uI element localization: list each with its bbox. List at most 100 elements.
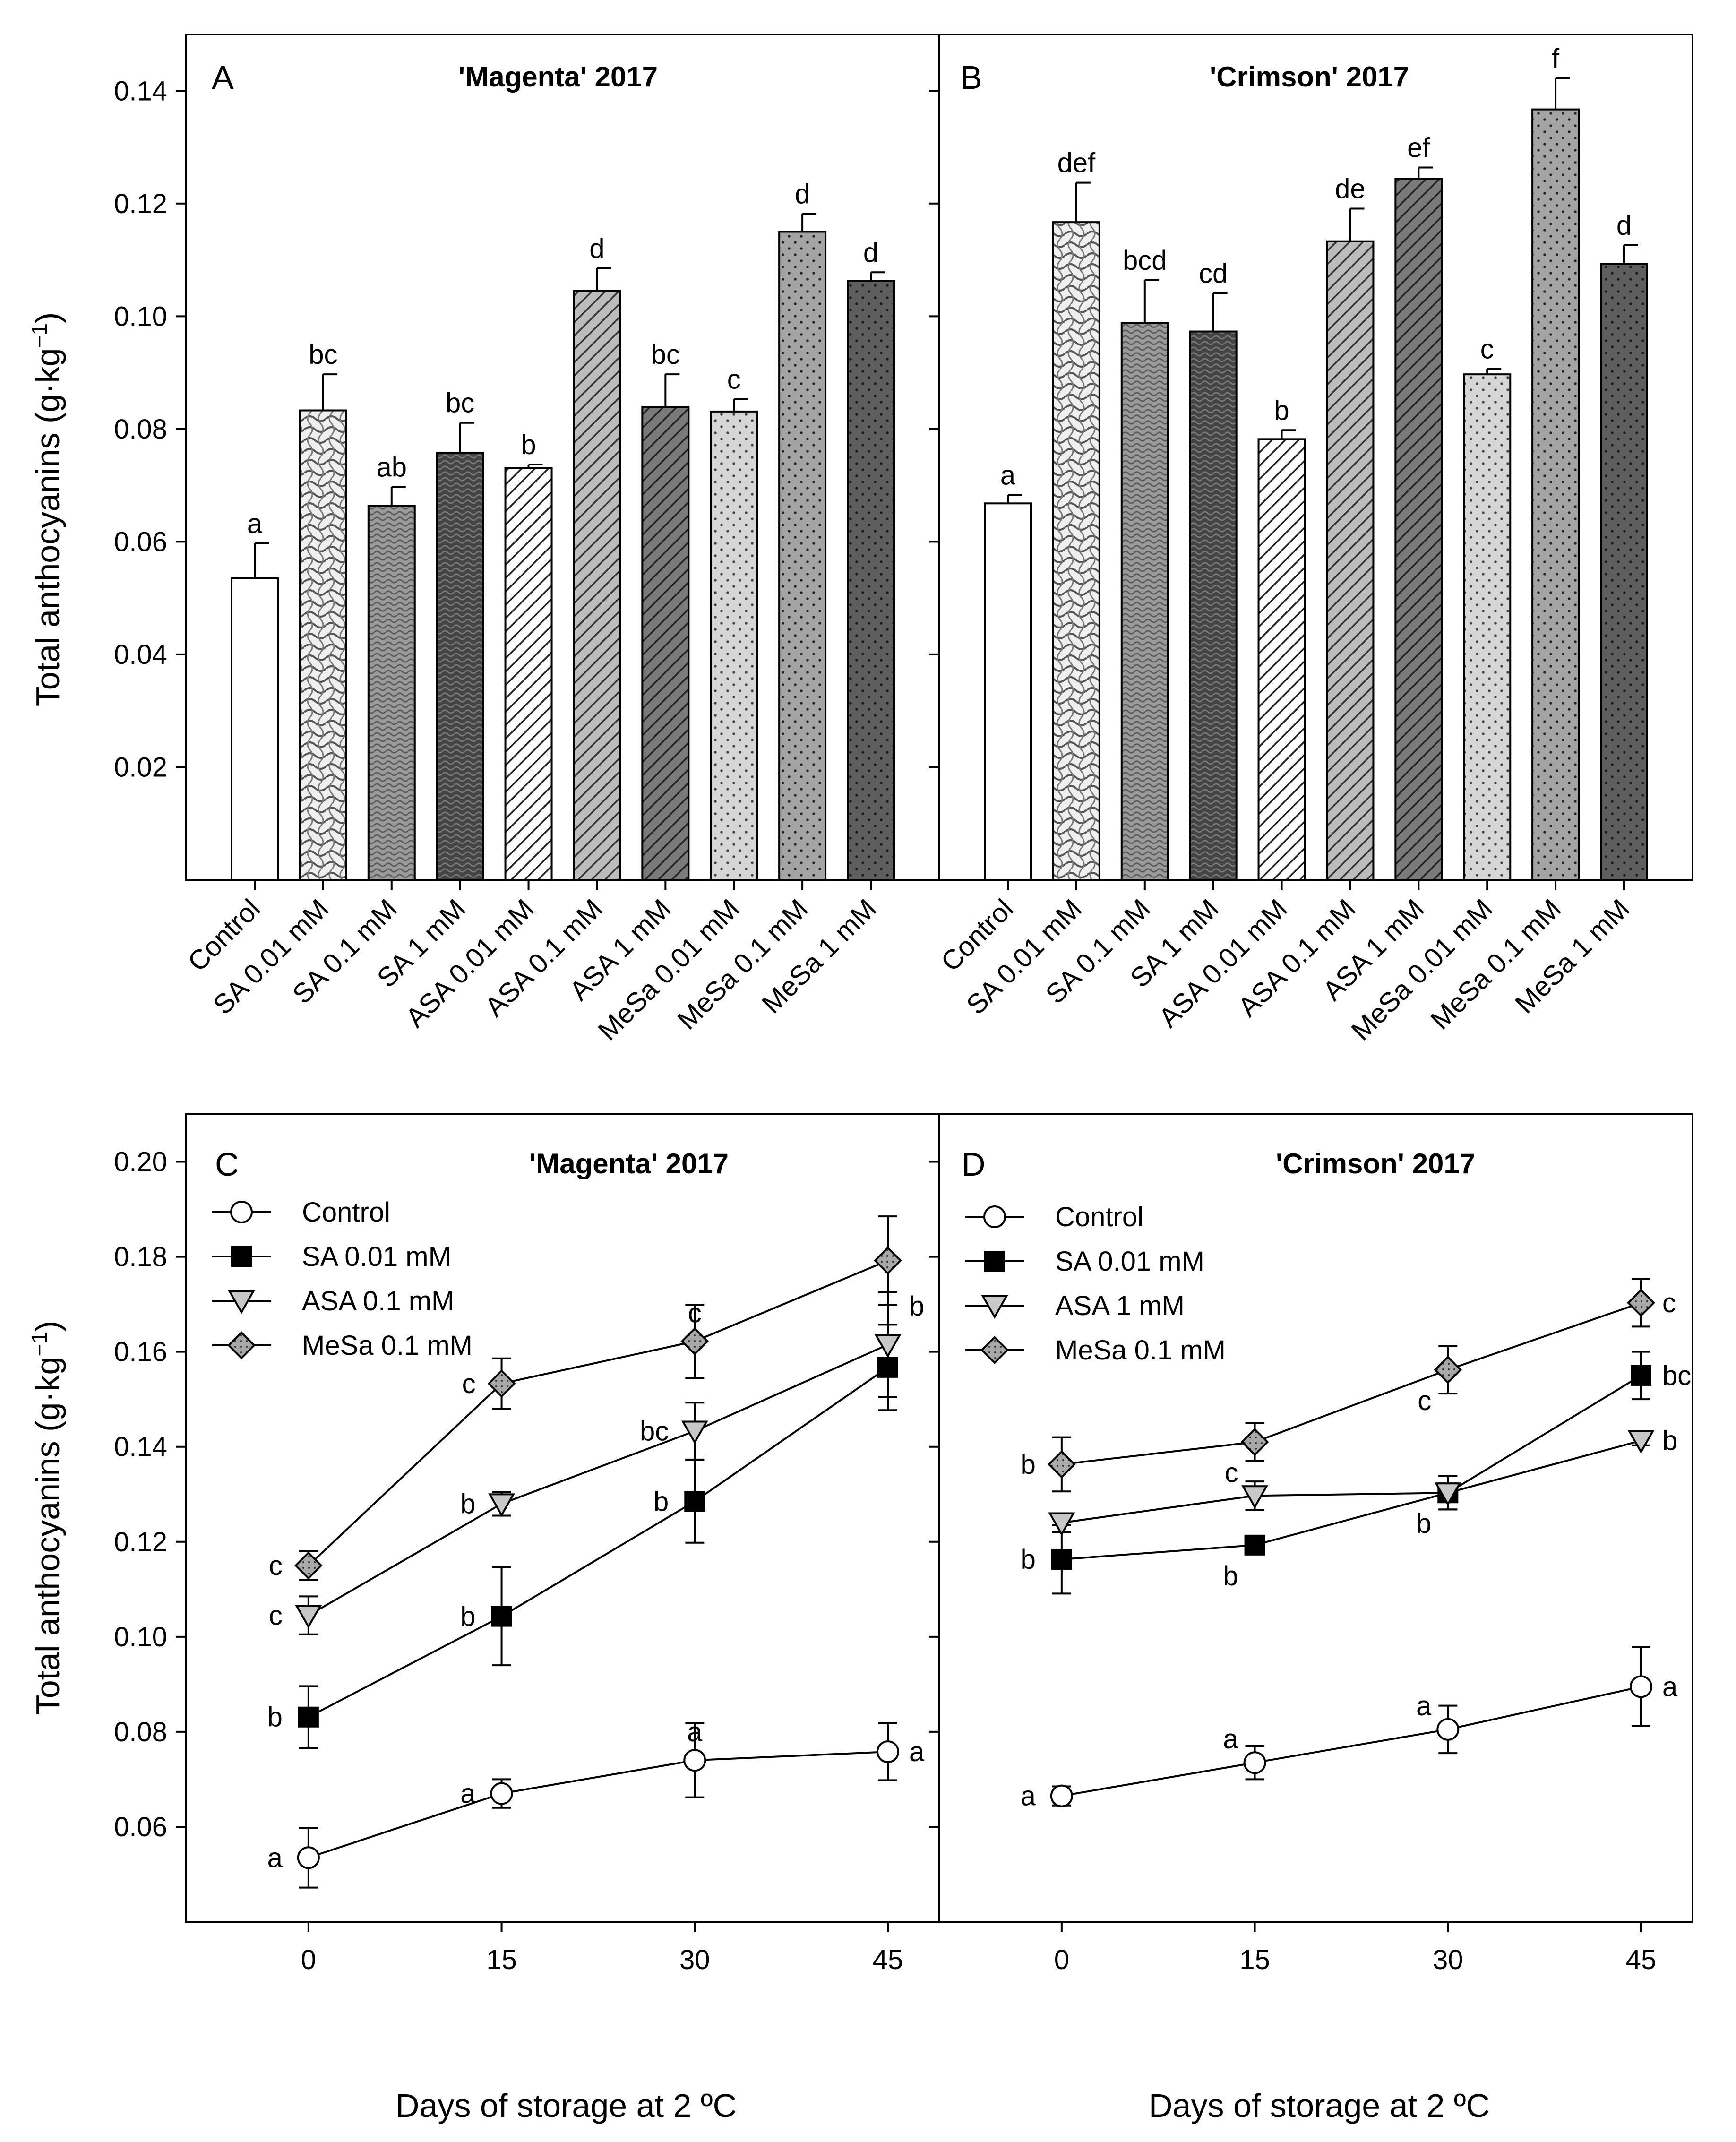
- bar-group: d: [1600, 210, 1648, 881]
- marker-square: [1051, 1548, 1072, 1570]
- significance-letter: f: [1552, 43, 1560, 74]
- y-axis-label-top: Total anthocyanins (g·kg−1): [27, 312, 66, 707]
- series-line: [1061, 1439, 1641, 1524]
- legend-label: ASA 0.1 mM: [302, 1286, 454, 1316]
- y-tick-label: 0.16: [114, 1337, 167, 1368]
- marker-triangle: [295, 1605, 322, 1629]
- y-tick-label: 0.14: [114, 1432, 167, 1462]
- marker-diamond: [874, 1246, 902, 1275]
- series-mesa-0-1-mm: c c c: [269, 1215, 902, 1581]
- marker-circle: [683, 1749, 706, 1772]
- y-tick-label: 0.10: [114, 301, 167, 332]
- legend-label: SA 0.01 mM: [1055, 1246, 1204, 1277]
- bar: [1326, 240, 1375, 881]
- y-axis-label-bottom-close: ): [29, 1321, 66, 1332]
- x-tick-label: 45: [873, 1944, 903, 1975]
- significance-letter: b: [267, 1702, 283, 1733]
- series-line: [308, 1751, 888, 1859]
- x-tick-label: 30: [1433, 1944, 1463, 1975]
- legend-label: SA 0.01 mM: [302, 1241, 451, 1272]
- series-control: a a a a: [267, 1717, 925, 1889]
- significance-letter: d: [795, 179, 810, 209]
- y-tick-label: 0.10: [114, 1622, 167, 1652]
- x-tick-label: 0: [301, 1944, 316, 1975]
- significance-letter: b: [1021, 1544, 1036, 1575]
- series-line: [1061, 1375, 1642, 1560]
- y-tick-label: 0.08: [114, 414, 167, 445]
- series-line: [308, 1259, 888, 1566]
- bar-group: c: [1463, 334, 1512, 881]
- y-axis-label-top-exponent: −1: [27, 323, 52, 348]
- bar-group: ab: [367, 452, 416, 881]
- significance-letter: a: [1021, 1781, 1036, 1812]
- bar: [641, 406, 690, 881]
- marker-circle: [230, 1201, 253, 1223]
- significance-letter: d: [863, 237, 878, 268]
- significance-letter: b: [1416, 1508, 1431, 1539]
- significance-letter: c: [1418, 1385, 1431, 1416]
- bar: [1189, 330, 1238, 881]
- significance-letter: a: [1223, 1724, 1238, 1755]
- significance-letter: c: [688, 1298, 702, 1329]
- panel-b-letter: B: [960, 59, 982, 96]
- legend-label: MeSa 0.1 mM: [302, 1330, 473, 1361]
- marker-square: [684, 1491, 705, 1512]
- bar: [847, 280, 895, 881]
- legend-label: MeSa 0.1 mM: [1055, 1335, 1226, 1366]
- bar-group: bc: [299, 339, 347, 881]
- marker-square: [231, 1246, 252, 1267]
- bar: [231, 577, 279, 881]
- marker-circle: [490, 1782, 513, 1805]
- bar-group: ef: [1394, 132, 1443, 881]
- bar-group: bc: [641, 339, 690, 881]
- significance-letter: b: [1223, 1561, 1238, 1591]
- bar: [1257, 438, 1306, 881]
- series-asa-1-mm: b: [1048, 1426, 1677, 1536]
- marker-triangle: [1627, 1430, 1655, 1454]
- marker-diamond: [1048, 1450, 1076, 1479]
- significance-letter: c: [1225, 1458, 1238, 1488]
- y-tick-label: 0.20: [114, 1147, 167, 1178]
- x-tick-label: 30: [679, 1944, 710, 1975]
- panel-c-frame: [185, 1113, 940, 1923]
- panel-d-letter: D: [962, 1146, 986, 1183]
- panel-c-title: 'Magenta' 2017: [529, 1148, 729, 1179]
- significance-letter: a: [460, 1779, 476, 1809]
- bar-group: f: [1531, 43, 1580, 881]
- significance-letter: bc: [640, 1416, 669, 1447]
- bar: [1531, 108, 1580, 881]
- panel-b-title: 'Crimson' 2017: [1210, 61, 1409, 93]
- significance-letter: bc: [446, 388, 474, 419]
- series-line: [308, 1343, 888, 1617]
- marker-triangle: [681, 1420, 708, 1445]
- marker-triangle: [874, 1334, 902, 1358]
- bar: [504, 467, 553, 881]
- bar: [1394, 178, 1443, 881]
- significance-letter: c: [727, 364, 741, 395]
- bar: [710, 410, 758, 881]
- x-tick-label: 0: [1054, 1944, 1069, 1975]
- significance-letter: a: [267, 1842, 283, 1873]
- x-tick-label: 15: [1239, 1944, 1270, 1975]
- marker-circle: [297, 1846, 320, 1869]
- panel-b-frame: [938, 34, 1693, 881]
- bar-group: def: [1052, 148, 1100, 881]
- bar-group: cd: [1189, 258, 1238, 881]
- bar-group: d: [847, 237, 895, 881]
- significance-letter: a: [1000, 460, 1016, 490]
- legend-label: ASA 1 mM: [1055, 1290, 1185, 1321]
- bar-group: c: [710, 364, 758, 881]
- significance-letter: b: [521, 430, 536, 460]
- marker-circle: [1436, 1718, 1460, 1741]
- bar: [778, 231, 827, 881]
- marker-triangle: [488, 1493, 516, 1517]
- x-tick-label: 45: [1626, 1944, 1657, 1975]
- bar: [299, 409, 347, 881]
- y-tick-label: 0.08: [114, 1717, 167, 1747]
- series-line: [308, 1367, 889, 1718]
- series-line: [1061, 1302, 1641, 1465]
- significance-letter: b: [909, 1291, 924, 1322]
